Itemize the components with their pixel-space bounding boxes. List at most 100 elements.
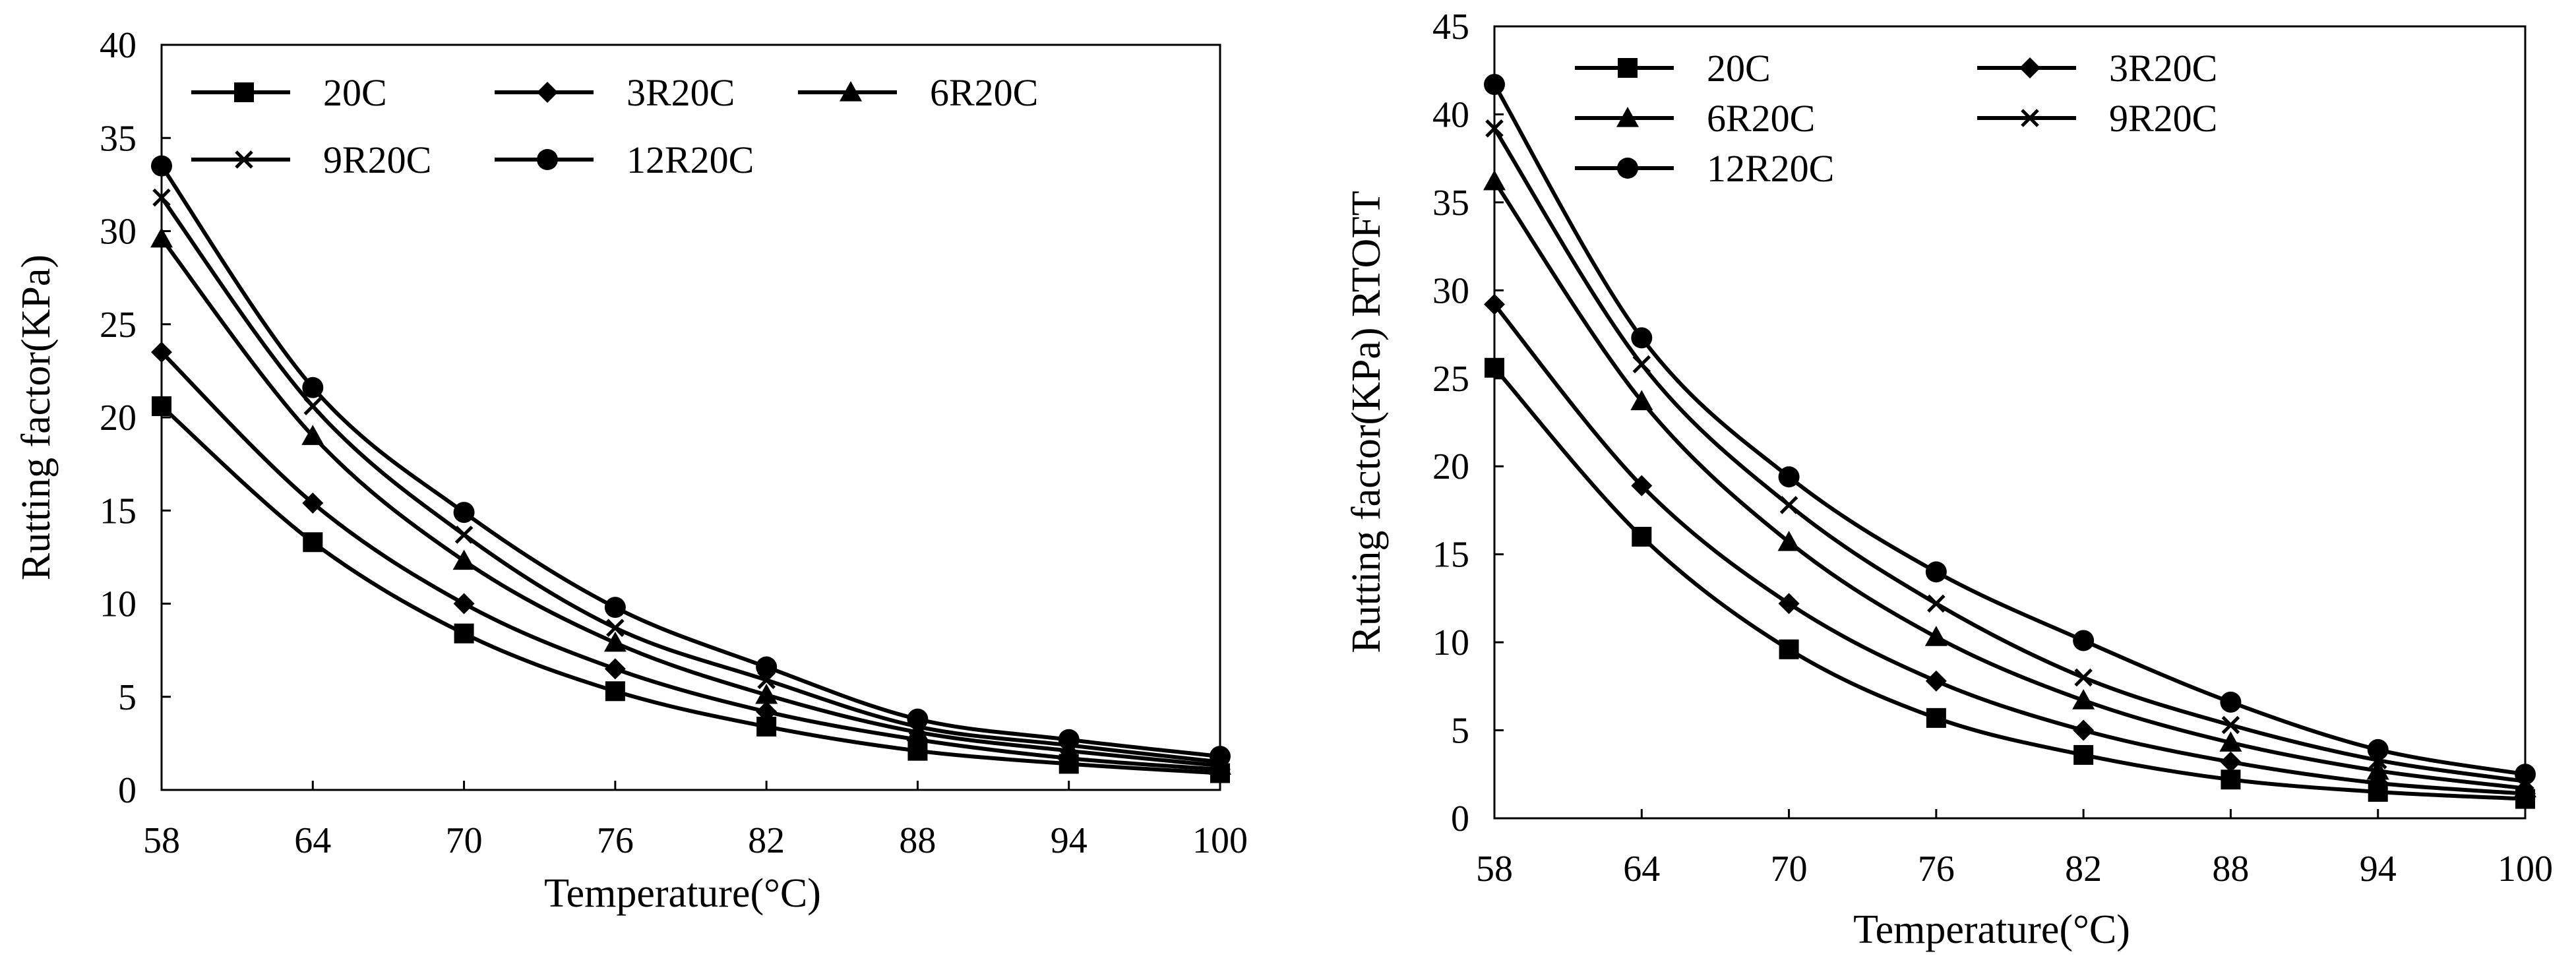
y-tick-label: 20	[1432, 446, 1469, 487]
y-tick-label: 45	[1432, 7, 1469, 47]
data-point-20C	[605, 681, 625, 702]
data-point-6R20C	[150, 227, 173, 248]
legend-label: 20C	[1707, 47, 1771, 90]
legend-marker-6R20C	[1616, 107, 1639, 127]
data-point-20C	[1926, 708, 1946, 728]
legend-marker-3R20C	[537, 82, 558, 103]
x-tick-label: 88	[899, 820, 936, 861]
data-point-12R20C	[2367, 738, 2389, 760]
data-point-3R20C	[2073, 719, 2095, 741]
data-point-20C	[1485, 357, 1504, 378]
data-point-12R20C	[2073, 630, 2095, 651]
legend-label: 9R20C	[2109, 97, 2217, 140]
data-point-12R20C	[1210, 746, 1231, 768]
data-point-3R20C	[1925, 670, 1947, 692]
data-point-9R20C	[1779, 496, 1798, 514]
y-tick-label: 0	[118, 770, 137, 811]
x-tick-label: 58	[1476, 849, 1513, 889]
data-point-12R20C	[1058, 729, 1080, 750]
data-point-3R20C	[604, 658, 626, 680]
data-point-20C	[454, 623, 474, 644]
legend-marker-20C	[1618, 58, 1638, 78]
data-point-6R20C	[301, 425, 324, 445]
plot-frame	[1493, 25, 2527, 820]
data-point-6R20C	[1777, 530, 1800, 551]
x-tick-label: 70	[446, 820, 483, 861]
data-point-20C	[1632, 526, 1652, 547]
legend-marker-20C	[234, 82, 254, 102]
series-line-9R20C	[1492, 127, 2526, 783]
x-tick-label: 82	[748, 820, 785, 861]
data-point-12R20C	[453, 502, 475, 524]
legend-label: 6R20C	[930, 71, 1038, 114]
data-point-9R20C	[606, 618, 625, 637]
x-axis-title: Temperature(°C)	[1853, 907, 2130, 952]
data-point-20C	[1779, 639, 1799, 659]
data-point-3R20C	[1484, 293, 1505, 315]
data-point-3R20C	[151, 342, 172, 363]
y-tick-label: 10	[1432, 622, 1469, 663]
data-point-20C	[303, 532, 323, 553]
data-point-20C	[2073, 744, 2094, 765]
chart-rutting-factor-rtoft: 0 5 10 15 20 25 30 35 40 45 58 64 70 76 82 88 94 100 Tempe…	[1344, 7, 2553, 952]
data-point-20C	[152, 396, 171, 417]
series-line-20C	[160, 404, 1221, 775]
legend-marker-9R20C	[2021, 109, 2039, 127]
legend-label: 3R20C	[627, 71, 735, 114]
data-point-6R20C	[2219, 731, 2242, 752]
data-point-3R20C	[1778, 593, 1800, 615]
data-point-3R20C	[1631, 475, 1653, 497]
legend-label: 6R20C	[1707, 97, 1815, 140]
data-point-9R20C	[1485, 119, 1504, 138]
legend-label: 12R20C	[1707, 147, 1834, 190]
data-point-12R20C	[1778, 466, 1800, 488]
data-point-20C	[2221, 769, 2241, 790]
data-point-9R20C	[2074, 668, 2093, 687]
x-tick-label: 70	[1771, 849, 1808, 889]
series-line-9R20C	[160, 196, 1221, 764]
legend-label: 20C	[323, 71, 387, 114]
y-tick-label: 10	[100, 584, 137, 625]
legend-marker-3R20C	[2019, 57, 2040, 78]
series-line-3R20C	[1492, 303, 2526, 796]
data-point-3R20C	[302, 492, 324, 514]
y-tick-label: 30	[1432, 270, 1469, 311]
data-point-12R20C	[1925, 561, 1947, 583]
data-point-9R20C	[454, 526, 474, 544]
y-tick-label: 5	[118, 677, 137, 718]
y-tick-label: 40	[100, 25, 137, 66]
legend-marker-12R20C	[1617, 158, 1638, 179]
data-point-12R20C	[1631, 327, 1653, 349]
legend-marker-6R20C	[840, 81, 862, 102]
y-tick-label: 5	[1451, 711, 1469, 752]
data-point-3R20C	[453, 593, 475, 615]
x-tick-label: 100	[1192, 820, 1248, 861]
data-point-6R20C	[603, 631, 627, 652]
x-tick-label: 82	[2065, 849, 2102, 889]
x-tick-label: 94	[2360, 849, 2397, 889]
legend-marker-9R20C	[235, 150, 253, 169]
x-tick-label: 58	[143, 820, 180, 861]
x-tick-label: 100	[2498, 849, 2553, 889]
y-axis-title: Rutting factor(KPa) RTOFT	[1344, 191, 1389, 653]
legend-marker-12R20C	[537, 149, 558, 170]
x-tick-label: 88	[2212, 849, 2249, 889]
data-point-12R20C	[604, 597, 626, 618]
data-point-12R20C	[302, 377, 324, 398]
data-point-12R20C	[2220, 691, 2242, 713]
data-point-3R20C	[756, 701, 778, 723]
series-line-20C	[1492, 366, 2526, 801]
y-axis-title: Rutting factor(KPa)	[14, 255, 59, 580]
data-point-6R20C	[755, 683, 778, 704]
data-point-6R20C	[1630, 390, 1653, 411]
y-tick-label: 0	[1451, 798, 1469, 839]
y-tick-label: 40	[1432, 94, 1469, 135]
data-point-9R20C	[2221, 715, 2240, 735]
y-tick-label: 30	[100, 212, 137, 253]
legend-label: 3R20C	[2109, 47, 2217, 90]
data-point-9R20C	[152, 188, 171, 207]
x-tick-label: 76	[1918, 849, 1955, 889]
data-point-9R20C	[303, 397, 322, 415]
y-tick-label: 15	[1432, 535, 1469, 576]
data-point-6R20C	[1924, 626, 1947, 646]
